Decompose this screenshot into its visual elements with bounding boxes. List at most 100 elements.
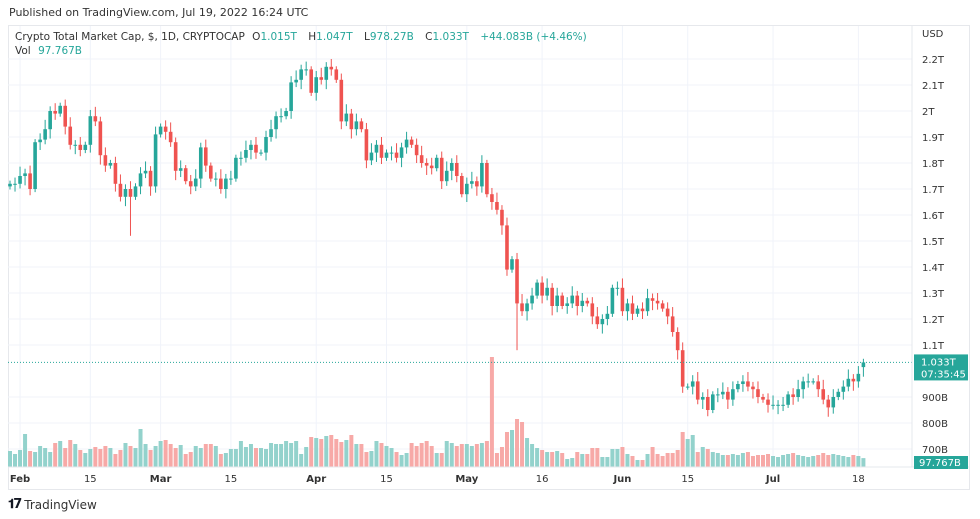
candle-body	[680, 350, 685, 387]
candle-body	[439, 157, 444, 182]
volume-label: Vol	[15, 45, 31, 57]
candle-body	[449, 163, 454, 171]
candle-body	[851, 378, 856, 382]
volume-bar	[766, 454, 771, 467]
candle-body	[259, 152, 263, 154]
volume-bar	[449, 443, 454, 467]
volume-bar	[429, 446, 434, 467]
volume-bar	[504, 432, 509, 467]
volume-bar	[23, 434, 28, 467]
volume-bar	[203, 444, 208, 467]
candle-body	[796, 389, 800, 397]
volume-bar	[826, 455, 831, 467]
candle-body	[98, 121, 103, 156]
candle-body	[404, 139, 409, 148]
volume-bar	[78, 450, 83, 467]
volume-bar	[545, 452, 550, 467]
volume-bar	[279, 444, 284, 467]
volume-bar	[143, 444, 148, 467]
brand-name: TradingView	[24, 497, 97, 512]
price-axis: 2.2T 2.1T 2T 1.9T 1.8T 1.7T 1.6T 1.5T 1.4T 1.3T 1.…	[922, 55, 948, 456]
candle-body	[675, 332, 680, 351]
volume-bar	[98, 449, 103, 467]
candle-body	[500, 209, 504, 226]
volume-bar	[309, 437, 314, 467]
volume-bar	[740, 453, 745, 467]
volume-tag-value: 97.767B	[919, 458, 961, 469]
candle-body	[741, 381, 745, 384]
volume-bar	[364, 452, 369, 467]
price-tick-label: 1.4T	[922, 263, 945, 274]
candle-body	[550, 287, 554, 306]
candle-body	[294, 79, 298, 83]
volume-bar	[233, 449, 238, 467]
volume-bar	[439, 453, 444, 467]
candle-body	[424, 163, 429, 166]
candle-body	[454, 163, 459, 176]
candle-body	[530, 295, 534, 304]
candle-body	[665, 308, 670, 317]
volume-bar	[329, 435, 334, 467]
candle-body	[314, 77, 319, 93]
candle-body	[861, 362, 866, 368]
volume-bar	[535, 448, 540, 467]
volume-bar	[725, 455, 730, 467]
candle-body	[505, 225, 509, 270]
candle-body	[214, 178, 218, 180]
volume-bar	[484, 441, 489, 467]
volume-bar	[163, 440, 168, 467]
volume-bar	[700, 447, 705, 467]
volume-bar	[510, 430, 514, 467]
volume-bar	[605, 457, 610, 467]
candle-body	[776, 404, 780, 406]
last-price-tag: 1.033T 07:35:45	[914, 354, 968, 381]
volume-bar	[223, 453, 228, 467]
volume-bar	[670, 453, 675, 467]
candle-body	[369, 152, 374, 161]
candle-body	[309, 69, 313, 93]
volume-bar	[213, 446, 218, 467]
candle-body	[379, 144, 384, 158]
volume-bar	[645, 454, 650, 467]
volume-bar	[625, 454, 630, 467]
volume-bar	[218, 454, 223, 467]
volume-bar	[841, 456, 846, 467]
candle-body	[811, 381, 815, 383]
volume-bar	[264, 449, 269, 467]
volume-tag: 97.767B	[914, 456, 968, 469]
volume-bar	[620, 447, 625, 467]
candle-body	[605, 313, 610, 319]
candle-body	[409, 139, 414, 145]
footer[interactable]: 𝟏7 TradingView	[8, 497, 97, 512]
volume-bar	[369, 451, 374, 467]
candle-body	[625, 303, 630, 312]
volume-bar	[93, 447, 98, 467]
candle-body	[133, 186, 138, 197]
candle-body	[48, 111, 52, 130]
candle-body	[349, 113, 354, 130]
volume-bar	[8, 451, 12, 467]
candle-body	[580, 300, 585, 306]
volume-bar	[650, 447, 655, 467]
volume-bar	[138, 429, 143, 467]
time-axis: Feb 15 Mar 15 Apr 15 May 16 Jun 15 Jul 18	[10, 474, 865, 485]
volume-bar	[53, 443, 58, 467]
candle-body	[570, 295, 575, 304]
candle-body	[138, 173, 143, 187]
price-tick-label: 1.2T	[922, 315, 945, 326]
candle-body	[490, 194, 494, 202]
volume-bar	[464, 444, 469, 467]
candle-body	[203, 147, 208, 166]
candle-body	[685, 386, 690, 388]
volume-bar	[550, 452, 555, 467]
volume-bar	[228, 449, 233, 467]
volume-bar	[745, 452, 750, 467]
price-tick-label: 1.7T	[922, 185, 945, 196]
volume-bar	[384, 446, 389, 467]
candle-body	[38, 139, 42, 143]
volume-bar	[399, 455, 404, 467]
volume-bar	[198, 448, 203, 467]
candle-body	[585, 300, 590, 304]
volume-bar	[771, 456, 776, 467]
